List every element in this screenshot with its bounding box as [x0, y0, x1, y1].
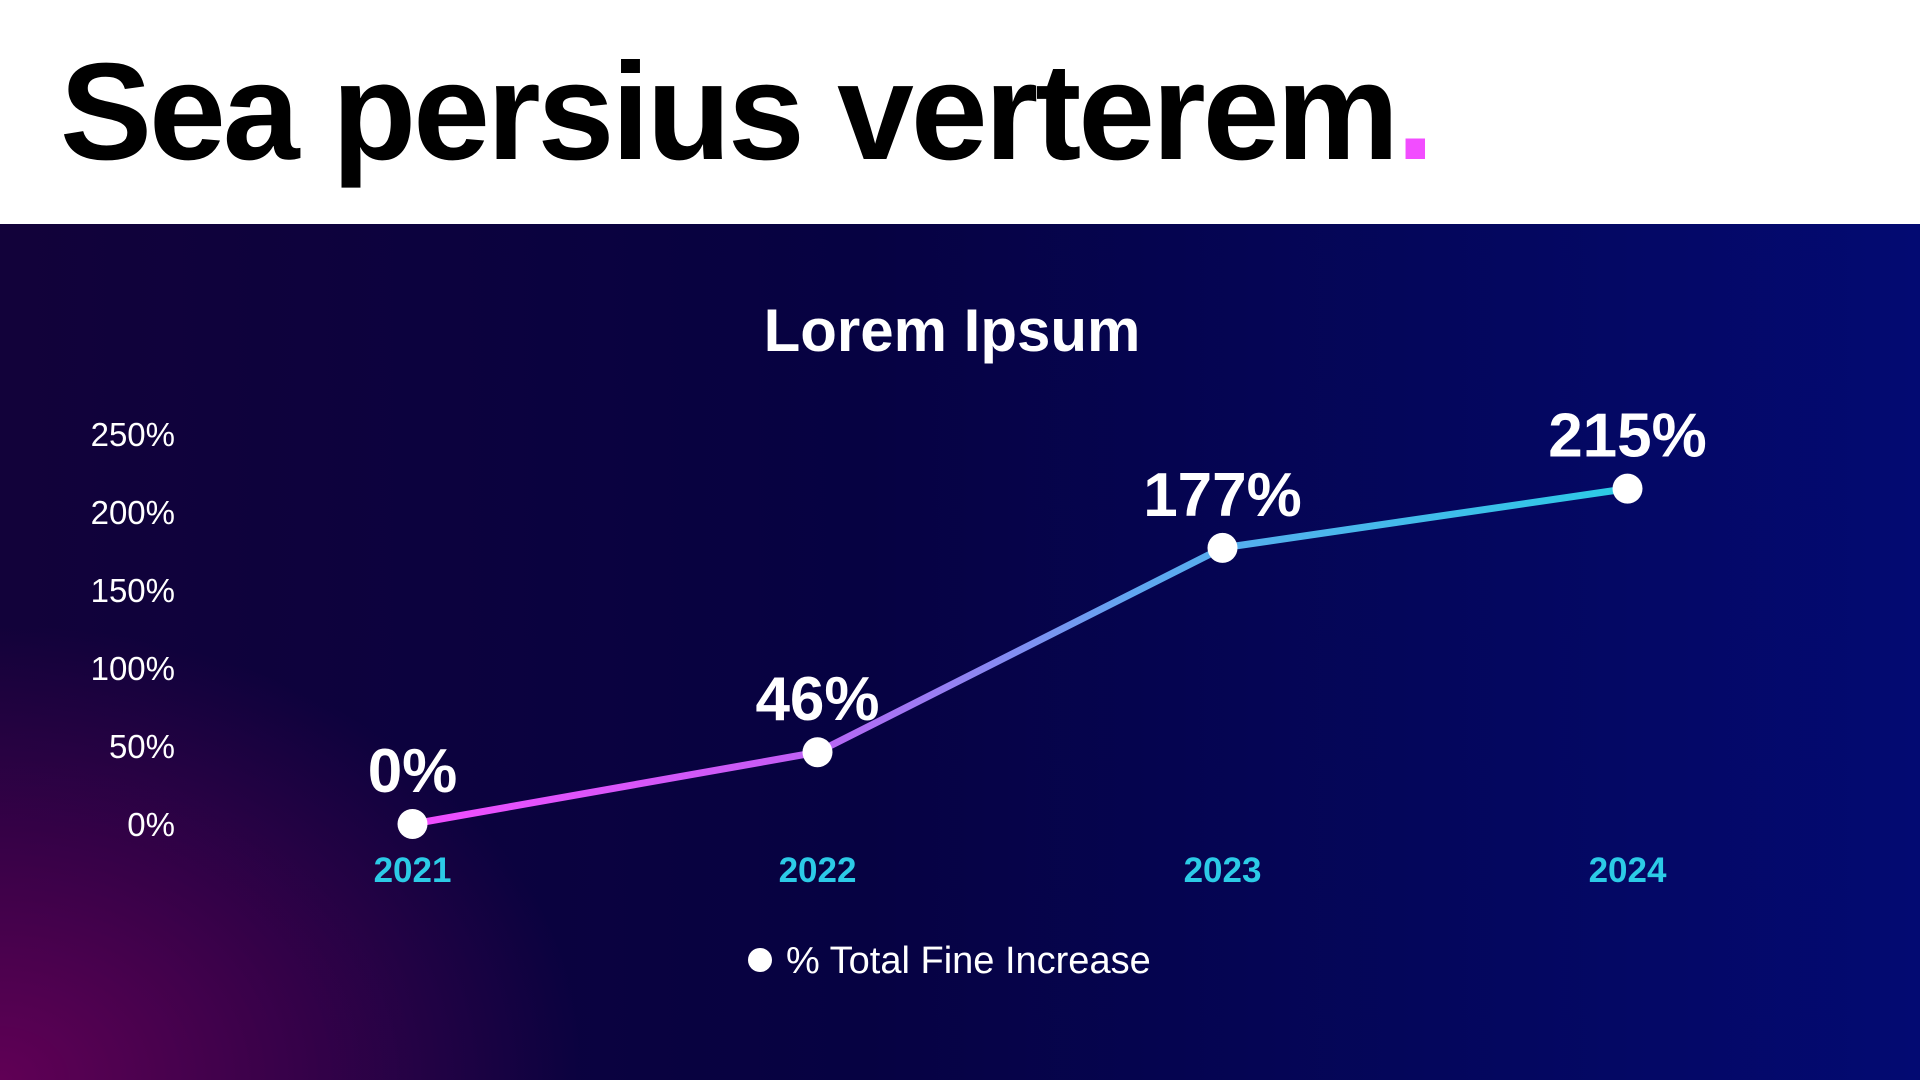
header: Sea persius verterem. [0, 0, 1920, 224]
series-line [409, 485, 1631, 828]
chart-title: Lorem Ipsum [764, 297, 1141, 364]
legend-label: % Total Fine Increase [786, 940, 1151, 982]
data-point [1207, 532, 1238, 563]
data-label: 46% [755, 665, 879, 734]
legend: % Total Fine Increase [735, 940, 1151, 982]
data-label: 215% [1548, 402, 1707, 471]
x-tick-label: 2021 [374, 851, 452, 890]
data-point [397, 809, 428, 839]
x-tick-label: 2022 [779, 851, 857, 890]
y-tick-label: 0% [127, 806, 175, 843]
data-label: 0% [368, 737, 458, 806]
data-point [802, 737, 833, 768]
y-tick-label: 200% [91, 494, 175, 531]
line-chart: Lorem Ipsum 0%50%100%150%200%250% 2021 20… [91, 297, 1830, 982]
data-point [1612, 473, 1643, 504]
data-label: 177% [1143, 461, 1302, 530]
legend-marker [748, 948, 772, 972]
y-tick-label: 50% [109, 728, 175, 765]
series-layer: 0% 46% 177% 215% [368, 402, 1707, 839]
y-tick-label: 100% [91, 650, 175, 687]
x-axis-ticks: 2021 2022 2023 2024 [374, 851, 1667, 890]
chart-panel: Lorem Ipsum 0% 50% 100% 150% 200% 250% 2021 20… [0, 224, 1920, 1080]
y-tick-label: 150% [91, 572, 175, 609]
x-tick-label: 2023 [1184, 851, 1262, 890]
y-tick-label: 250% [91, 416, 175, 453]
title-dot: . [1396, 35, 1434, 189]
page-title: Sea persius verterem. [60, 30, 1435, 196]
y-axis-ticks: 0% 50% 100% 150% 200% 250% [91, 416, 175, 843]
page-title-text: Sea persius verterem [60, 35, 1399, 189]
grid-lines [210, 433, 1830, 825]
x-tick-label: 2024 [1589, 851, 1667, 890]
